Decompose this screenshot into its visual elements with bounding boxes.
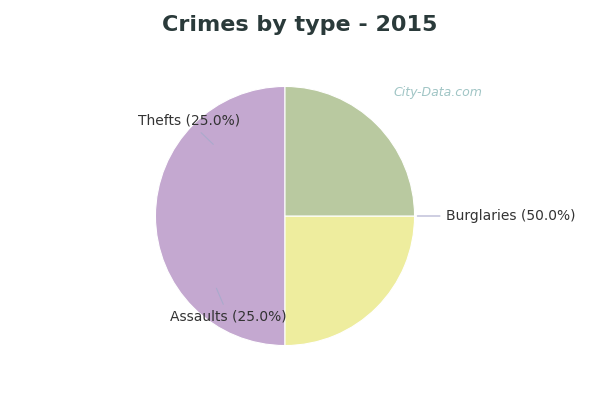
Text: Burglaries (50.0%): Burglaries (50.0%): [418, 209, 575, 223]
Wedge shape: [285, 216, 415, 346]
Wedge shape: [155, 86, 285, 346]
Wedge shape: [285, 86, 415, 216]
Text: City-Data.com: City-Data.com: [393, 86, 482, 100]
Text: Thefts (25.0%): Thefts (25.0%): [138, 114, 240, 144]
Text: Assaults (25.0%): Assaults (25.0%): [170, 288, 287, 324]
Text: Crimes by type - 2015: Crimes by type - 2015: [163, 15, 437, 35]
